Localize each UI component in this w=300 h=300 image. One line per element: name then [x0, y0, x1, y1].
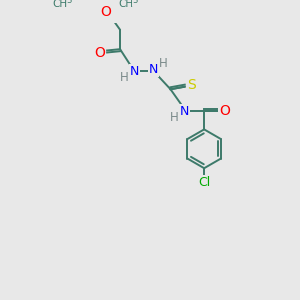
Text: Cl: Cl [198, 176, 210, 190]
Text: O: O [219, 104, 230, 118]
Text: O: O [94, 46, 105, 60]
Text: H: H [170, 111, 179, 124]
Text: CH: CH [52, 0, 68, 9]
Text: N: N [130, 65, 139, 78]
Text: 3: 3 [67, 0, 72, 5]
Text: S: S [188, 78, 196, 92]
Text: O: O [100, 4, 111, 19]
Text: H: H [120, 71, 128, 84]
Text: CH: CH [118, 0, 133, 9]
Text: N: N [149, 63, 158, 76]
Text: H: H [159, 57, 168, 70]
Text: N: N [180, 105, 189, 118]
Text: 3: 3 [132, 0, 137, 5]
